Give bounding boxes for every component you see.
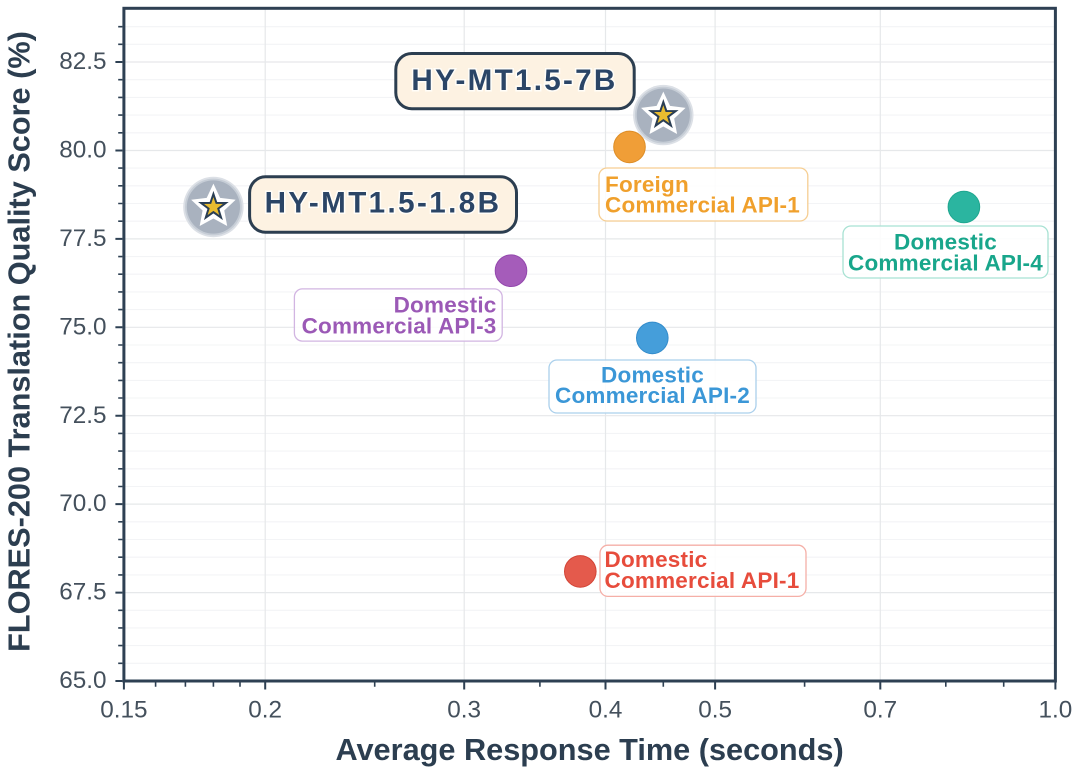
svg-text:FLORES-200 Translation Quality: FLORES-200 Translation Quality Score (%) xyxy=(2,31,37,652)
svg-text:Domestic: Domestic xyxy=(601,362,704,387)
svg-text:0.7: 0.7 xyxy=(863,696,897,723)
svg-text:0.4: 0.4 xyxy=(589,696,623,723)
svg-text:Average Response Time (seconds: Average Response Time (seconds) xyxy=(335,732,843,767)
svg-text:70.0: 70.0 xyxy=(59,490,106,517)
svg-text:0.5: 0.5 xyxy=(698,696,732,723)
svg-text:80.0: 80.0 xyxy=(59,137,106,164)
svg-text:HY-MT1.5-1.8B: HY-MT1.5-1.8B xyxy=(265,186,502,219)
svg-text:Commercial API-2: Commercial API-2 xyxy=(555,383,750,408)
svg-text:72.5: 72.5 xyxy=(59,402,106,429)
svg-text:65.0: 65.0 xyxy=(59,667,106,694)
svg-text:Domestic: Domestic xyxy=(894,229,997,254)
svg-text:Commercial API-4: Commercial API-4 xyxy=(848,250,1043,275)
svg-text:67.5: 67.5 xyxy=(59,579,106,606)
svg-text:0.2: 0.2 xyxy=(248,696,282,723)
svg-text:Commercial API-1: Commercial API-1 xyxy=(605,568,800,593)
svg-text:0.15: 0.15 xyxy=(100,696,147,723)
svg-text:77.5: 77.5 xyxy=(59,225,106,252)
svg-text:HY-MT1.5-7B: HY-MT1.5-7B xyxy=(411,64,617,97)
svg-text:Domestic: Domestic xyxy=(394,293,497,318)
svg-text:Commercial API-3: Commercial API-3 xyxy=(302,314,497,339)
svg-text:0.3: 0.3 xyxy=(447,696,481,723)
svg-text:Commercial API-1: Commercial API-1 xyxy=(605,193,800,218)
svg-text:82.5: 82.5 xyxy=(59,48,106,75)
svg-text:Domestic: Domestic xyxy=(605,547,708,572)
svg-text:1.0: 1.0 xyxy=(1039,696,1073,723)
svg-text:Foreign: Foreign xyxy=(605,172,689,197)
svg-text:75.0: 75.0 xyxy=(59,313,106,340)
svg-text:HY-MT1.5-7B: HY-MT1.5-7B xyxy=(411,64,617,97)
svg-text:HY-MT1.5-1.8B: HY-MT1.5-1.8B xyxy=(265,186,502,219)
